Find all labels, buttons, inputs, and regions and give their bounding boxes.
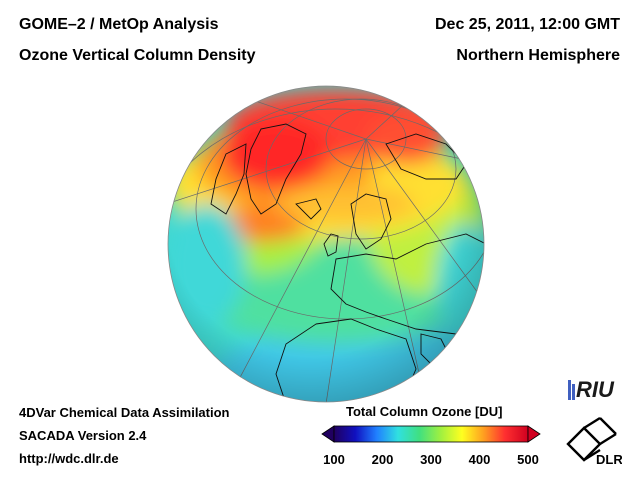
colorbar-high-arrow (527, 425, 541, 443)
version-label: SACADA Version 2.4 (19, 428, 147, 443)
website-link[interactable]: http://wdc.dlr.de (19, 451, 119, 466)
colorbar-title: Total Column Ozone [DU] (346, 404, 503, 419)
dlr-logo: DLR (566, 416, 622, 467)
riu-logo-text: RIU (576, 377, 615, 402)
colorbar-low-arrow (321, 425, 335, 443)
region-label: Northern Hemisphere (456, 47, 620, 64)
colorbar-tick: 100 (323, 452, 345, 467)
product-title: GOME–2 / MetOp Analysis (19, 16, 219, 33)
method-label: 4DVar Chemical Data Assimilation (19, 405, 230, 420)
globe-shading (168, 86, 484, 402)
colorbar-gradient (333, 425, 529, 443)
riu-logo: RIU (568, 377, 615, 402)
colorbar-tick: 200 (371, 452, 394, 467)
date-time-label: Dec 25, 2011, 12:00 GMT (435, 16, 620, 33)
colorbar-tick: 500 (517, 452, 539, 467)
ozone-globe-map (167, 85, 485, 403)
colorbar-scale (321, 425, 541, 443)
globe-rim (167, 85, 485, 403)
colorbar: Total Column Ozone [DU] 100 200 300 400 … (316, 400, 546, 470)
quantity-title: Ozone Vertical Column Density (19, 47, 256, 64)
dlr-logo-text: DLR (596, 452, 622, 467)
colorbar-tick: 300 (420, 452, 442, 467)
colorbar-tick: 400 (468, 452, 491, 467)
